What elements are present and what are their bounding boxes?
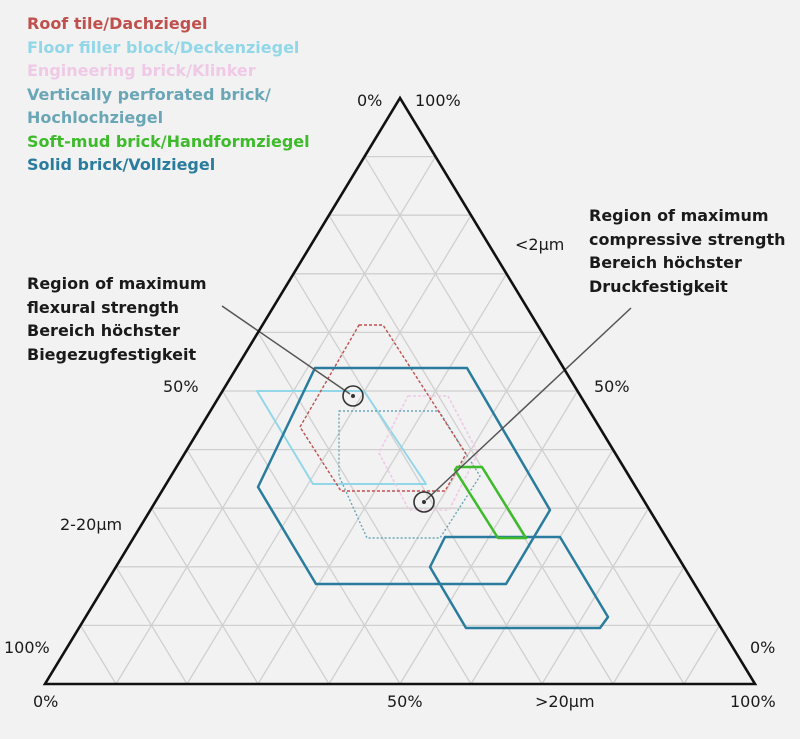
note-line: Bereich höchster bbox=[27, 321, 180, 340]
flexural-max-marker bbox=[342, 385, 364, 407]
floor-filler-block-region bbox=[256, 390, 427, 485]
grid-line bbox=[328, 214, 614, 685]
grid-line bbox=[292, 273, 543, 685]
product-regions bbox=[256, 324, 610, 630]
compressive-max-dot bbox=[422, 500, 426, 504]
bottom-mid-label: 50% bbox=[387, 692, 423, 711]
compressive-pointer-line bbox=[425, 307, 632, 501]
legend-item-soft-mud-brick: Soft-mud brick/Handformziegel bbox=[27, 131, 310, 151]
note-line: compressive strength bbox=[589, 229, 786, 249]
triangle-frame bbox=[42, 95, 758, 686]
note-line: Region of maximum bbox=[589, 206, 769, 225]
legend-item-engineering-brick: Engineering brick/Klinker bbox=[27, 61, 256, 80]
compressive-strength-note: Region of maximum compressive strength B… bbox=[589, 204, 786, 298]
legend-item-vertically-perforated-brick-line2: Hochlochziegel bbox=[27, 108, 164, 127]
flexural-strength-note: Region of maximum flexural strength Bere… bbox=[27, 272, 207, 366]
annotation-pointers bbox=[221, 305, 632, 513]
medium-fraction-label: 2-20µm bbox=[60, 515, 123, 534]
note-line: Bereich höchster bbox=[589, 253, 742, 272]
coarse-fraction-label: >20µm bbox=[535, 692, 595, 711]
grid-line bbox=[150, 507, 259, 685]
solid-brick-region bbox=[256, 366, 552, 586]
flexural-pointer-line bbox=[221, 305, 351, 395]
legend-item-floor-filler-block: Floor filler block/Deckenziegel bbox=[27, 37, 300, 57]
solid-brick-region-coarse bbox=[428, 535, 610, 630]
note-line: Region of maximum bbox=[27, 274, 207, 293]
top-right-label: 100% bbox=[415, 91, 461, 110]
bottom-right-label: 100% bbox=[730, 692, 776, 711]
legend: Roof tile/Dachziegel Floor filler block/… bbox=[27, 12, 310, 177]
grid-line bbox=[186, 214, 472, 685]
bottom-left-label: 0% bbox=[33, 692, 59, 711]
soft-mud-brick-region bbox=[453, 465, 528, 540]
note-line: flexural strength bbox=[27, 297, 179, 317]
legend-item-solid-brick: Solid brick/Vollziegel bbox=[27, 155, 216, 174]
grid-line bbox=[363, 156, 685, 685]
left-bottom-label: 100% bbox=[4, 638, 50, 657]
top-left-label: 0% bbox=[357, 91, 383, 110]
note-line: Druckfestigkeit bbox=[589, 276, 728, 296]
grid-line bbox=[79, 625, 117, 685]
grid-line bbox=[257, 273, 508, 685]
right-bottom-label: 0% bbox=[750, 638, 776, 657]
note-line: Biegezugfestigkeit bbox=[27, 344, 197, 364]
grid-line bbox=[683, 625, 721, 685]
engineering-brick-region bbox=[378, 395, 479, 511]
roof-tile-region bbox=[299, 324, 467, 492]
grid-line bbox=[221, 390, 401, 685]
triangle-grid bbox=[79, 155, 721, 685]
left-mid-label: 50% bbox=[163, 377, 199, 396]
legend-item-roof-tile: Roof tile/Dachziegel bbox=[27, 14, 208, 33]
flexural-max-dot bbox=[351, 394, 355, 398]
right-mid-label: 50% bbox=[594, 377, 630, 396]
fine-fraction-label: <2µm bbox=[515, 235, 565, 254]
legend-item-vertically-perforated-brick: Vertically perforated brick/ bbox=[27, 84, 271, 104]
compressive-max-marker bbox=[413, 491, 435, 513]
